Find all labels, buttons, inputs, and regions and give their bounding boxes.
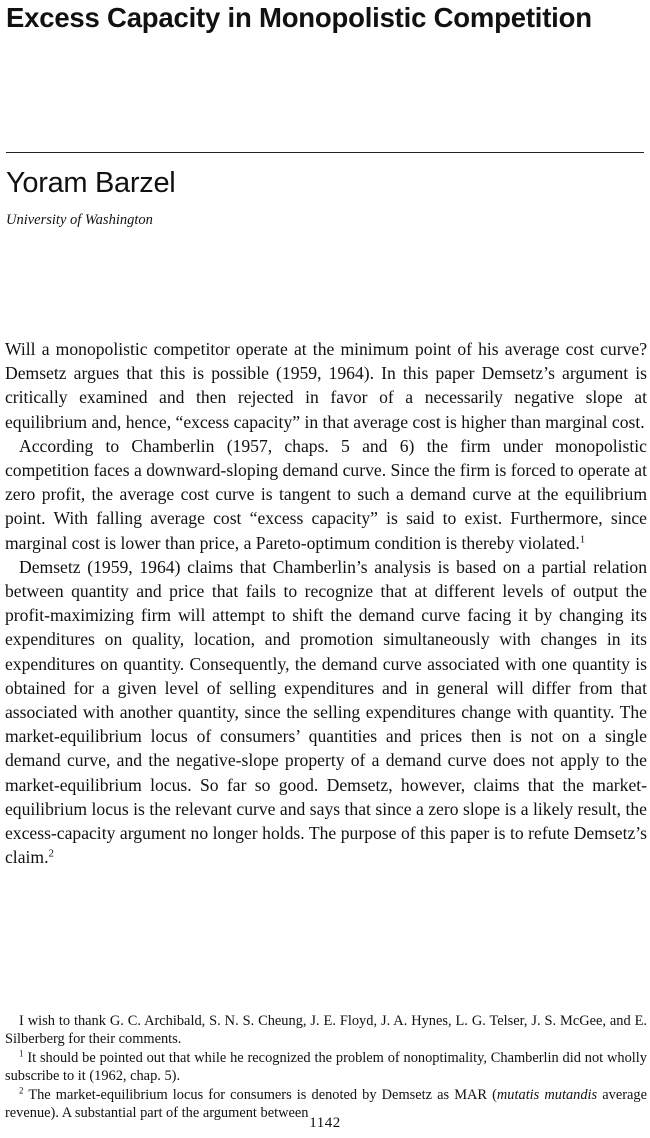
footnote-1-mark: 1	[19, 1048, 24, 1059]
footnote-2-italic: mutatis mutandis	[496, 1086, 598, 1103]
footnote-2-mark: 2	[19, 1085, 24, 1096]
paragraph-2-text: According to Chamberlin (1957, chaps. 5 …	[5, 435, 647, 553]
footnote-2-text-b: average revenue). A substantial part of …	[5, 1086, 648, 1122]
paragraph-1: Will a monopolistic competitor operate a…	[5, 339, 647, 432]
footnotes: I wish to thank G. C. Archibald, S. N. S…	[5, 1012, 647, 1122]
title-divider	[6, 152, 644, 153]
acknowledgment-note: I wish to thank G. C. Archibald, S. N. S…	[5, 1013, 647, 1048]
author-name: Yoram Barzel	[6, 167, 176, 199]
footnote-ref-1: 1	[579, 533, 586, 546]
paragraph-3-text: Demsetz (1959, 1964) claims that Chamber…	[5, 556, 647, 868]
paragraph-3: Demsetz (1959, 1964) claims that Chamber…	[5, 555, 647, 870]
footnote-2-text-a: The market-equilibrium locus for consume…	[28, 1086, 497, 1103]
article-title: Excess Capacity in Monopolistic Competit…	[6, 2, 592, 33]
page-number: 1142	[309, 1115, 341, 1131]
footnote-ref-2: 2	[48, 847, 54, 860]
paragraph-2: According to Chamberlin (1957, chaps. 5 …	[5, 434, 647, 555]
footnote-2: 2 The market-equilibrium locus for consu…	[5, 1086, 647, 1123]
footnote-1: 1 It should be pointed out that while he…	[5, 1049, 647, 1086]
author-affiliation: University of Washington	[6, 212, 153, 228]
footnote-1-text: It should be pointed out that while he r…	[5, 1049, 648, 1085]
body-text: Will a monopolistic competitor operate a…	[5, 337, 647, 869]
